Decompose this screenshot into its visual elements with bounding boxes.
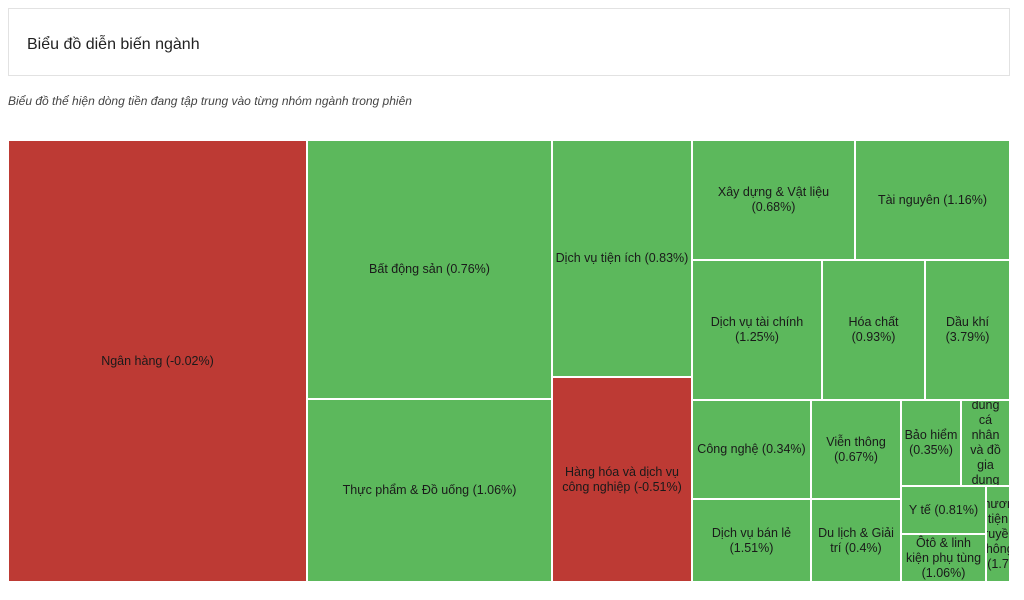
page-title: Biểu đồ diễn biến ngành [27,36,200,53]
treemap-cell[interactable]: Hàng hóa và dịch vụ công nghiệp (-0.51%) [552,377,692,582]
treemap-cell-label: Thực phẩm & Đồ uống (1.06%) [342,483,517,497]
treemap-cell[interactable]: Tài nguyên (1.16%) [855,140,1010,260]
treemap-cell[interactable]: Bảo hiểm (0.35%) [901,400,961,486]
treemap-cell-label: Ngân hàng (-0.02%) [101,353,214,368]
treemap-cell[interactable]: Y tế (0.81%) [901,486,986,534]
treemap-cell[interactable]: Thực phẩm & Đồ uống (1.06%) [307,399,552,582]
treemap-cell-label: Dầu khí (3.79%) [945,315,990,344]
treemap-cell-label: Viễn thông (0.67%) [826,434,886,464]
treemap-cell[interactable]: Viễn thông (0.67%) [811,400,901,499]
treemap-cell-label: Tài nguyên (1.16%) [877,192,988,207]
treemap-cell[interactable]: Du lịch & Giải trí (0.4%) [811,499,901,582]
treemap-cell-label: Hóa chất (0.93%) [848,315,899,344]
chart-subtitle: Biểu đồ thể hiện dòng tiền đang tập trun… [8,94,412,108]
treemap-cell-label: Bảo hiểm (0.35%) [904,428,958,457]
treemap-cell[interactable]: Dịch vụ tiện ích (0.83%) [552,140,692,377]
treemap-cell[interactable]: Dầu khí (3.79%) [925,260,1010,400]
treemap-cell[interactable]: Công nghệ (0.34%) [692,400,811,499]
treemap-cell[interactable]: Phương tiện truyền thông (1.7 [986,486,1010,582]
treemap-cell-label: Công nghệ (0.34%) [697,442,806,456]
treemap-cell-label: Xây dựng & Vật liệu (0.68%) [717,185,830,214]
header-card: Biểu đồ diễn biến ngành [8,8,1010,76]
sector-treemap: Ngân hàng (-0.02%) Bất động sản (0.76%) Th… [8,140,1010,582]
treemap-cell[interactable]: Dịch vụ tài chính (1.25%) [692,260,822,400]
treemap-cell-label: Dịch vụ tiện ích (0.83%) [555,251,689,265]
treemap-cell-label: Bất động sản (0.76%) [369,262,490,276]
treemap-cell-label: Phương tiện truyền thông (1.7 [986,496,1009,571]
treemap-cell-label: Ôtô & linh kiện phụ tùng (1.06%) [905,535,982,580]
treemap-cell[interactable]: Đồ dùng cá nhân và đồ gia dụng (0.78%) [961,400,1010,486]
treemap-cell-label: Du lịch & Giải trí (0.4%) [818,525,894,555]
treemap-cell[interactable]: Ngân hàng (-0.02%) [8,140,307,582]
treemap-cell[interactable]: Dịch vụ bán lẻ (1.51%) [692,499,811,582]
treemap-cell-label: Hàng hóa và dịch vụ công nghiệp (-0.51%) [562,464,682,494]
treemap-cell[interactable]: Xây dựng & Vật liệu (0.68%) [692,140,855,260]
treemap-cell[interactable]: Ôtô & linh kiện phụ tùng (1.06%) [901,534,986,582]
treemap-cell-label: Dịch vụ bán lẻ (1.51%) [711,525,792,555]
treemap-cell-label: Đồ dùng cá nhân và đồ gia dụng (0.78%) [970,400,1001,486]
treemap-cell[interactable]: Bất động sản (0.76%) [307,140,552,399]
treemap-cell-label: Dịch vụ tài chính (1.25%) [710,315,804,344]
treemap-cell-label: Y tế (0.81%) [908,502,979,517]
treemap-cell[interactable]: Hóa chất (0.93%) [822,260,925,400]
